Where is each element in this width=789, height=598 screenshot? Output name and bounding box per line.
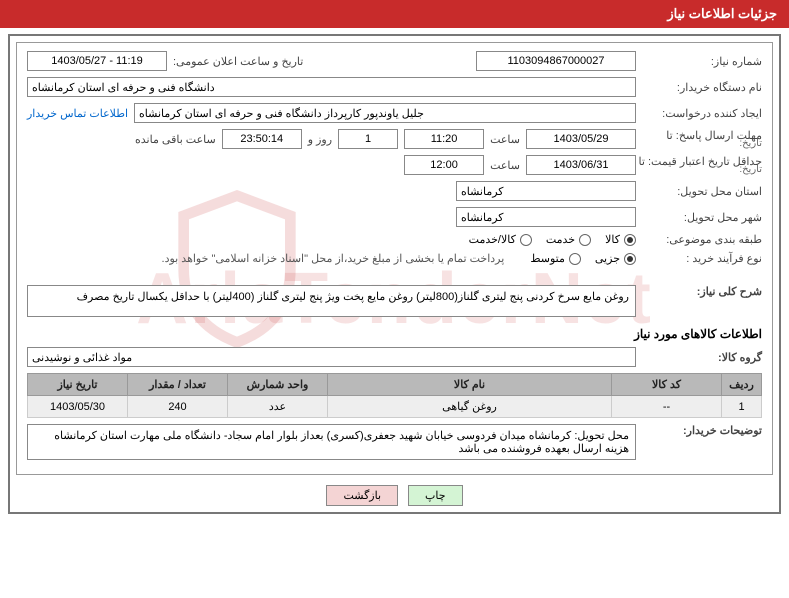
desc-text: روغن مایع سرخ کردنی پنج لیتری گلناز(800ل… <box>27 285 636 317</box>
page-header: جزئیات اطلاعات نیاز <box>0 0 789 28</box>
th-name: نام کالا <box>328 374 612 396</box>
row-requester: ایجاد کننده درخواست: جلیل یاوندپور کارپر… <box>27 103 762 123</box>
td-unit: عدد <box>228 396 328 418</box>
requester-label: ایجاد کننده درخواست: <box>642 107 762 120</box>
radio-goods-label: کالا <box>605 233 620 246</box>
radio-goods[interactable]: کالا <box>605 233 636 246</box>
contact-link[interactable]: اطلاعات تماس خریدار <box>27 107 128 120</box>
buyer-notes-text: محل تحویل: کرمانشاه میدان فردوسی خیابان … <box>27 424 636 460</box>
table-row: 1 -- روغن گیاهی عدد 240 1403/05/30 <box>28 396 762 418</box>
time-label-2: ساعت <box>490 159 520 172</box>
remaining-label: ساعت باقی مانده <box>135 133 216 146</box>
desc-label: شرح کلی نیاز: <box>642 285 762 298</box>
th-date: تاریخ نیاز <box>28 374 128 396</box>
time-label-1: ساعت <box>490 133 520 146</box>
row-need-number: شماره نیاز: 1103094867000027 تاریخ و ساع… <box>27 51 762 71</box>
radio-service-circle <box>579 234 591 246</box>
td-date: 1403/05/30 <box>28 396 128 418</box>
need-number-label: شماره نیاز: <box>642 55 762 68</box>
requester-field: جلیل یاوندپور کارپرداز دانشگاه فنی و حرف… <box>134 103 636 123</box>
th-qty: تعداد / مقدار <box>128 374 228 396</box>
deadline-date-field: 1403/05/29 <box>526 129 636 149</box>
row-city: شهر محل تحویل: کرمانشاه <box>27 207 762 227</box>
radio-partial-label: جزیی <box>595 252 620 265</box>
need-number-field: 1103094867000027 <box>476 51 636 71</box>
row-buyer-org: نام دستگاه خریدار: دانشگاه فنی و حرفه ای… <box>27 77 762 97</box>
deadline-time-field: 11:20 <box>404 129 484 149</box>
items-section-title: اطلاعات کالاهای مورد نیاز <box>27 327 762 341</box>
th-row: ردیف <box>722 374 762 396</box>
validity-date-field: 1403/06/31 <box>526 155 636 175</box>
radio-service-label: خدمت <box>546 233 575 246</box>
province-label: استان محل تحویل: <box>642 185 762 198</box>
goods-group-field: مواد غذائی و نوشیدنی <box>27 347 636 367</box>
row-description: شرح کلی نیاز: روغن مایع سرخ کردنی پنج لی… <box>27 285 762 317</box>
radio-goods-circle <box>624 234 636 246</box>
row-deadline: مهلت ارسال پاسخ: تا تاریخ: 1403/05/29 سا… <box>27 129 762 149</box>
radio-partial-circle <box>624 253 636 265</box>
validity-time-field: 12:00 <box>404 155 484 175</box>
td-qty: 240 <box>128 396 228 418</box>
process-radio-group: جزیی متوسط <box>530 252 636 265</box>
radio-partial[interactable]: جزیی <box>595 252 636 265</box>
back-button[interactable]: بازگشت <box>326 485 398 506</box>
countdown-field: 23:50:14 <box>222 129 302 149</box>
radio-service[interactable]: خدمت <box>546 233 591 246</box>
row-buyer-notes: توضیحات خریدار: محل تحویل: کرمانشاه میدا… <box>27 424 762 460</box>
radio-both-label: کالا/خدمت <box>469 233 516 246</box>
buyer-org-field: دانشگاه فنی و حرفه ای استان کرمانشاه <box>27 77 636 97</box>
city-field: کرمانشاه <box>456 207 636 227</box>
row-province: استان محل تحویل: کرمانشاه <box>27 181 762 201</box>
td-name: روغن گیاهی <box>328 396 612 418</box>
row-category: طبقه بندی موضوعی: کالا خدمت کالا/خدمت <box>27 233 762 246</box>
radio-medium[interactable]: متوسط <box>530 252 581 265</box>
td-row: 1 <box>722 396 762 418</box>
announce-field: 1403/05/27 - 11:19 <box>27 51 167 71</box>
radio-both-circle <box>520 234 532 246</box>
radio-medium-circle <box>569 253 581 265</box>
days-and-label: روز و <box>308 133 332 146</box>
inner-frame: شماره نیاز: 1103094867000027 تاریخ و ساع… <box>16 42 773 475</box>
buyer-org-label: نام دستگاه خریدار: <box>642 81 762 94</box>
city-label: شهر محل تحویل: <box>642 211 762 224</box>
th-unit: واحد شمارش <box>228 374 328 396</box>
print-button[interactable]: چاپ <box>408 485 463 506</box>
row-process: نوع فرآیند خرید : جزیی متوسط پرداخت تمام… <box>27 252 762 265</box>
page-title: جزئیات اطلاعات نیاز <box>667 6 777 21</box>
td-code: -- <box>612 396 722 418</box>
table-header-row: ردیف کد کالا نام کالا واحد شمارش تعداد /… <box>28 374 762 396</box>
announce-label: تاریخ و ساعت اعلان عمومی: <box>173 55 303 68</box>
th-code: کد کالا <box>612 374 722 396</box>
items-table: ردیف کد کالا نام کالا واحد شمارش تعداد /… <box>27 373 762 418</box>
goods-group-label: گروه کالا: <box>642 351 762 364</box>
main-frame: شماره نیاز: 1103094867000027 تاریخ و ساع… <box>8 34 781 514</box>
radio-medium-label: متوسط <box>530 252 565 265</box>
radio-both[interactable]: کالا/خدمت <box>469 233 532 246</box>
buyer-notes-label: توضیحات خریدار: <box>642 424 762 437</box>
days-count-field: 1 <box>338 129 398 149</box>
category-radio-group: کالا خدمت کالا/خدمت <box>469 233 636 246</box>
province-field: کرمانشاه <box>456 181 636 201</box>
process-label: نوع فرآیند خرید : <box>642 252 762 265</box>
payment-note: پرداخت تمام یا بخشی از مبلغ خرید،از محل … <box>162 252 505 265</box>
row-goods-group: گروه کالا: مواد غذائی و نوشیدنی <box>27 347 762 367</box>
footer-buttons: چاپ بازگشت <box>16 485 773 506</box>
row-validity: حداقل تاریخ اعتبار قیمت: تا تاریخ: 1403/… <box>27 155 762 175</box>
category-label: طبقه بندی موضوعی: <box>642 233 762 246</box>
